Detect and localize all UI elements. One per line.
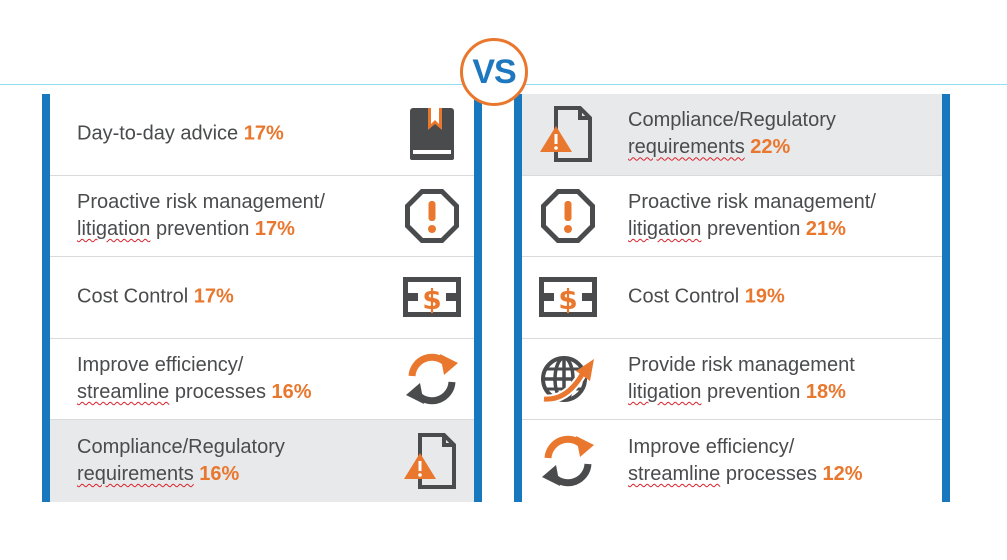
percent-value: 18%	[805, 381, 846, 404]
percent-value: 17%	[243, 122, 284, 145]
item-text: Improve efficiency/streamline processes …	[77, 354, 312, 404]
list-item: Provide risk management litigation preven…	[522, 339, 942, 421]
list-item: Compliance/Regulatory requirements 16%	[50, 420, 474, 502]
svg-text:$: $	[558, 283, 577, 316]
vs-badge: VS	[460, 38, 528, 106]
globe-arrow-icon	[538, 349, 598, 409]
refresh-arrows-icon	[402, 349, 462, 409]
list-item: Proactive risk management/litigation pre…	[50, 176, 474, 258]
list-item: Compliance/Regulatory requirements 22%	[522, 94, 942, 176]
percent-value: 12%	[822, 463, 863, 486]
book-icon	[402, 104, 462, 164]
alert-octagon-icon	[538, 186, 598, 246]
list-item: Improve efficiency/streamline processes …	[50, 339, 474, 421]
item-text: Compliance/Regulatory requirements 16%	[77, 436, 285, 486]
item-text: Proactive risk management/litigation pre…	[628, 190, 876, 240]
list-item: Improve efficiency/streamline processes …	[522, 420, 942, 502]
percent-value: 19%	[744, 285, 785, 308]
item-text: Cost Control 17%	[77, 285, 234, 308]
item-text: Proactive risk management/litigation pre…	[77, 190, 325, 240]
left-panel: Day-to-day advice 17% Proactive risk man…	[42, 94, 482, 502]
refresh-arrows-icon	[538, 431, 598, 491]
item-text: Improve efficiency/streamline processes …	[628, 436, 863, 486]
list-item: $ Cost Control 19%	[522, 257, 942, 339]
svg-text:$: $	[422, 283, 441, 316]
dollar-bill-icon: $	[538, 267, 598, 327]
percent-value: 16%	[271, 381, 312, 404]
item-text: Provide risk management litigation preven…	[628, 354, 855, 404]
percent-value: 16%	[199, 463, 240, 486]
percent-value: 17%	[254, 217, 295, 240]
percent-value: 21%	[805, 217, 846, 240]
right-panel: Compliance/Regulatory requirements 22% Pr…	[514, 94, 950, 502]
alert-octagon-icon	[402, 186, 462, 246]
list-item: Day-to-day advice 17%	[50, 94, 474, 176]
warning-document-icon	[402, 431, 462, 491]
item-text: Cost Control 19%	[628, 285, 785, 308]
list-item: Proactive risk management/litigation pre…	[522, 176, 942, 258]
warning-document-icon	[538, 104, 598, 164]
percent-value: 17%	[193, 285, 234, 308]
percent-value: 22%	[750, 136, 791, 159]
list-item: Cost Control 17% $	[50, 257, 474, 339]
dollar-bill-icon: $	[402, 267, 462, 327]
item-text: Day-to-day advice 17%	[77, 122, 284, 145]
item-text: Compliance/Regulatory requirements 22%	[628, 109, 836, 159]
